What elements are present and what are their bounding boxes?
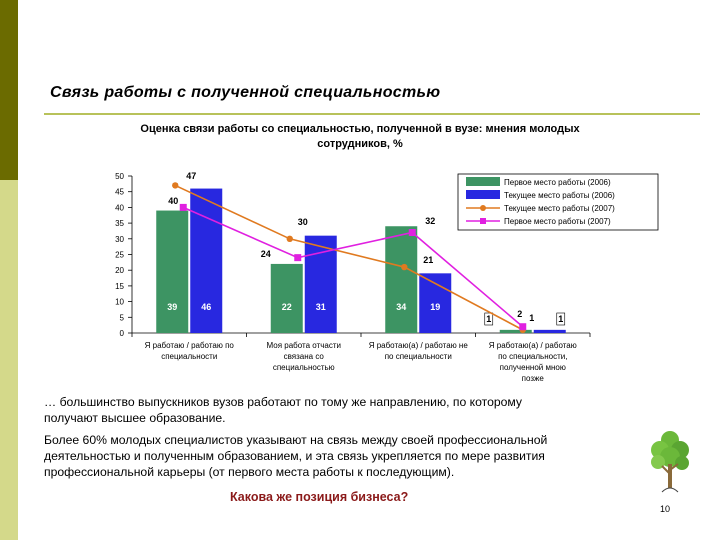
y-tick-label: 45 [115, 188, 124, 197]
bar-value-label: 22 [282, 302, 292, 312]
y-tick-label: 40 [115, 203, 124, 212]
small-bar-value-label: 1 [486, 314, 491, 324]
y-tick-label: 5 [120, 313, 125, 322]
line-value-label: 21 [423, 255, 433, 265]
bar-first-job-2006 [156, 210, 189, 333]
slide-title: Связь работы с полученной специальностью [50, 84, 441, 101]
body-text-line-3: Более 60% молодых специалистов указывают… [44, 433, 548, 447]
y-tick-label: 35 [115, 219, 124, 228]
line-value-label: 2 [517, 309, 522, 319]
legend-label: Первое место работы (2007) [504, 217, 611, 226]
y-tick-label: 50 [115, 172, 124, 181]
x-category-label: Я работаю(а) / работаю не [369, 341, 469, 350]
legend-label: Текущее место работы (2007) [504, 204, 615, 213]
y-tick-label: 15 [115, 282, 124, 291]
legend-marker [480, 205, 486, 211]
body-text-line-2: получают высшее образование. [44, 411, 226, 425]
line-current-job-2007 [174, 184, 524, 331]
line-first-job-2007 [182, 206, 524, 328]
x-category-label: Моя работа отчасти [267, 341, 341, 350]
bar-value-label: 31 [316, 302, 326, 312]
legend-swatch [466, 190, 500, 199]
bar-value-label: 39 [167, 302, 177, 312]
title-divider [44, 113, 700, 115]
bar-value-label: 34 [396, 302, 406, 312]
x-category-label: позже [522, 374, 545, 383]
x-category-label: полученной мною [500, 363, 566, 372]
tree-logo-icon [644, 426, 696, 498]
small-bar-value-label: 1 [558, 314, 563, 324]
line-value-label: 1 [529, 313, 534, 323]
side-strip-light [0, 180, 18, 540]
body-text-line-5: профессиональной карьеры (от первого мес… [44, 465, 455, 479]
x-category-label: Я работаю / работаю по [145, 341, 235, 350]
x-category-label: по специальности, [498, 352, 567, 361]
bar-current-job-2006 [533, 329, 566, 333]
line-value-label: 24 [261, 249, 271, 259]
x-category-label: специальности [161, 352, 217, 361]
line-point-current-job-2007 [401, 263, 408, 271]
x-category-label: по специальности [385, 352, 452, 361]
closing-question: Какова же позиция бизнеса? [230, 490, 409, 504]
bar-value-label: 46 [201, 302, 211, 312]
page-number: 10 [660, 504, 671, 514]
line-point-first-job-2007 [294, 254, 302, 262]
y-tick-label: 20 [115, 266, 124, 275]
y-tick-label: 0 [120, 329, 125, 338]
line-value-label: 47 [186, 171, 196, 181]
bar-first-job-2006 [499, 329, 532, 333]
legend-marker [480, 218, 486, 224]
chart-title-line-2: сотрудников, % [317, 138, 403, 150]
bar-value-label: 19 [430, 302, 440, 312]
legend-label: Первое место работы (2006) [504, 178, 611, 187]
line-value-label: 30 [298, 217, 308, 227]
line-value-label: 40 [168, 196, 178, 206]
chart-title: Оценка связи работы со специальностью, п… [70, 122, 650, 152]
line-point-first-job-2007 [519, 323, 527, 331]
line-point-current-job-2007 [172, 182, 179, 189]
side-strip-dark [0, 0, 18, 180]
legend-label: Текущее место работы (2006) [504, 191, 615, 200]
y-tick-label: 25 [115, 251, 124, 260]
line-value-label: 32 [425, 216, 435, 226]
legend-swatch [466, 177, 500, 186]
y-tick-label: 30 [115, 235, 124, 244]
line-point-first-job-2007 [179, 203, 187, 211]
x-category-label: связана со [284, 352, 325, 361]
line-point-current-job-2007 [286, 235, 293, 242]
small-bar-label-box [556, 312, 566, 326]
small-bar-label-box [484, 312, 494, 326]
y-tick-label: 10 [115, 298, 124, 307]
body-text-line-4: деятельностью и полученным образованием,… [44, 449, 545, 463]
bar-first-job-2006 [270, 263, 303, 333]
chart-title-line-1: Оценка связи работы со специальностью, п… [140, 123, 580, 135]
x-category-label: специальностью [273, 363, 335, 372]
body-text-line-1: … большинство выпускников вузов работают… [44, 395, 523, 409]
bar-first-job-2006 [385, 226, 418, 333]
line-point-first-job-2007 [408, 229, 416, 237]
x-category-label: Я работаю(а) / работаю [489, 341, 577, 350]
